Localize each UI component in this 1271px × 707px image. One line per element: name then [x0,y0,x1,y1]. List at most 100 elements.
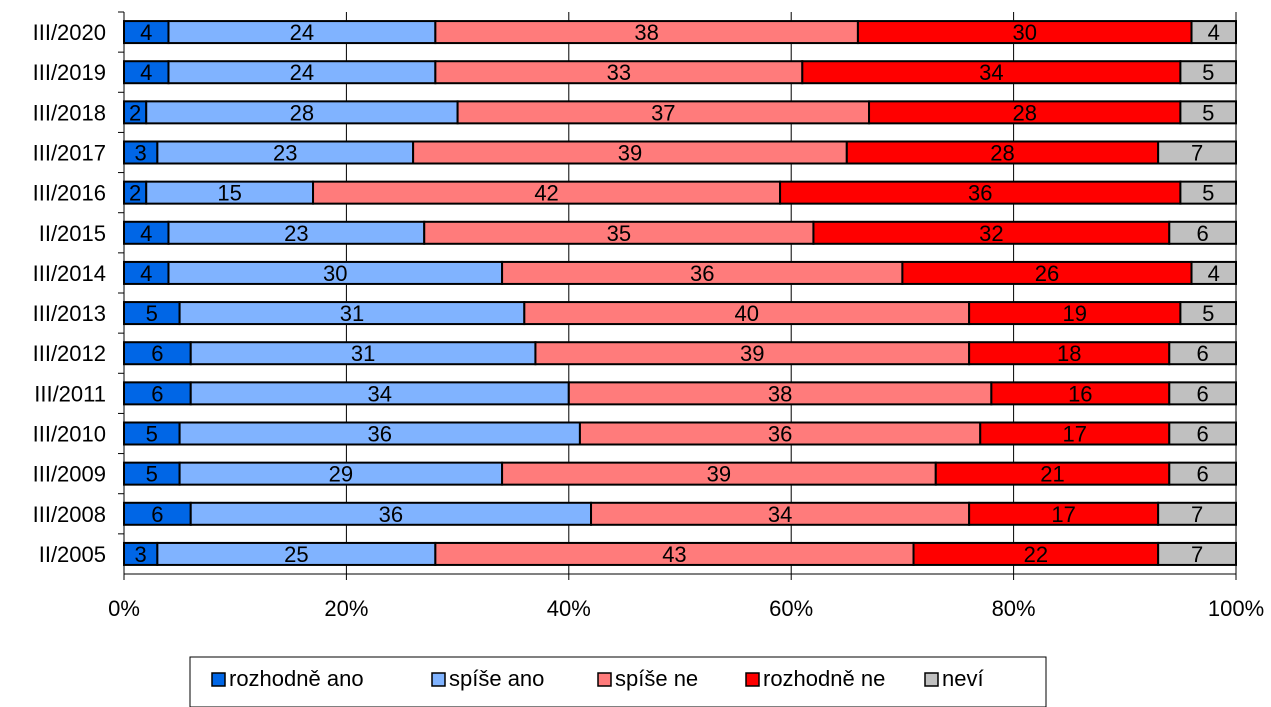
x-tick-label: 100% [1208,596,1264,621]
legend-label: rozhodně ano [229,666,364,691]
data-label: 6 [151,341,163,366]
data-label: 33 [607,60,631,85]
data-label: 39 [707,462,731,487]
bar-segment [1190,260,1238,285]
category-label: III/2014 [33,261,106,286]
data-label: 4 [140,221,152,246]
data-label: 36 [379,502,403,527]
data-label: 5 [1202,181,1214,206]
data-label: 36 [968,181,992,206]
gridlines [345,12,1237,574]
data-label: 30 [323,261,347,286]
category-label: III/2012 [33,341,106,366]
data-label: 5 [1202,100,1214,125]
data-label: 38 [768,381,792,406]
category-label: III/2016 [33,181,106,206]
bar-segment [1157,140,1238,165]
data-label: 28 [290,100,314,125]
data-label: 31 [340,301,364,326]
legend-swatch [745,672,760,687]
data-label: 6 [1197,221,1209,246]
bar-segment [1168,341,1238,366]
bar-segment [1190,20,1238,45]
data-label: 5 [1202,60,1214,85]
data-label: 7 [1191,542,1203,567]
data-label: 30 [1012,20,1036,45]
data-label: 39 [740,341,764,366]
data-label: 23 [284,221,308,246]
data-label: 6 [1197,422,1209,447]
data-label: 23 [273,141,297,166]
data-label: 6 [151,381,163,406]
legend-box [189,656,1047,707]
bar-segment [1179,301,1238,326]
x-tick-label: 80% [992,596,1036,621]
bar-segment [1157,541,1238,566]
data-labels: 4 24 38 30 44 24 33 34 52 28 37 28 53 23 39 28 72 15 42 36 5… [129,20,1220,567]
data-label: 39 [618,141,642,166]
category-label: III/2010 [33,422,106,447]
data-label: 17 [1051,502,1075,527]
data-label: 31 [351,341,375,366]
legend-label: rozhodně ne [763,666,885,691]
bar-segment [1168,220,1238,245]
data-label: 2 [129,100,141,125]
data-label: 34 [979,60,1003,85]
data-label: 38 [634,20,658,45]
bar-segment [1179,180,1238,205]
data-label: 5 [1202,301,1214,326]
data-label: 36 [368,422,392,447]
data-label: 15 [217,181,241,206]
legend-label: neví [942,666,984,691]
category-label: III/2013 [33,301,106,326]
data-label: 16 [1068,381,1092,406]
category-label: III/2019 [33,60,106,85]
data-label: 24 [290,60,314,85]
legend-label: spíše ano [449,666,544,691]
x-tick-label: 0% [108,596,140,621]
data-label: 7 [1191,502,1203,527]
category-label: II/2005 [39,542,106,567]
data-label: 28 [990,141,1014,166]
category-label: III/2020 [33,20,106,45]
data-label: 25 [284,542,308,567]
data-label: 32 [979,221,1003,246]
legend-swatch [431,672,446,687]
data-label: 2 [129,181,141,206]
data-label: 42 [534,181,558,206]
data-label: 26 [1035,261,1059,286]
x-tick-labels: 0% 20% 40% 60% 80% 100% [108,596,1264,621]
category-label: III/2008 [33,502,106,527]
data-label: 6 [1197,381,1209,406]
data-label: 5 [146,301,158,326]
bar-segment [1157,501,1238,526]
data-label: 28 [1012,100,1036,125]
data-label: 43 [662,542,686,567]
legend-swatch [924,672,939,687]
data-label: 7 [1191,141,1203,166]
data-label: 40 [734,301,758,326]
data-label: 3 [135,542,147,567]
bar-segment [1168,381,1238,406]
data-label: 36 [690,261,714,286]
data-label: 3 [135,141,147,166]
data-label: 4 [1208,20,1220,45]
legend-swatch [597,672,612,687]
category-label: III/2011 [34,381,106,406]
bar-segment [1168,461,1238,486]
legend-label: spíše ne [615,666,698,691]
x-tick-label: 20% [324,596,368,621]
data-label: 19 [1063,301,1087,326]
data-label: 34 [768,502,792,527]
data-label: 4 [140,20,152,45]
x-tick-label: 60% [769,596,813,621]
bar-segment [1168,421,1238,446]
data-label: 4 [1208,261,1220,286]
category-label: III/2018 [33,100,106,125]
legend-swatch [211,672,226,687]
data-label: 17 [1063,422,1087,447]
data-label: 36 [768,422,792,447]
data-label: 37 [651,100,675,125]
category-labels: III/2020 III/2019 III/2018 III/2017 III/2016… [33,20,106,567]
category-label: III/2017 [33,141,106,166]
